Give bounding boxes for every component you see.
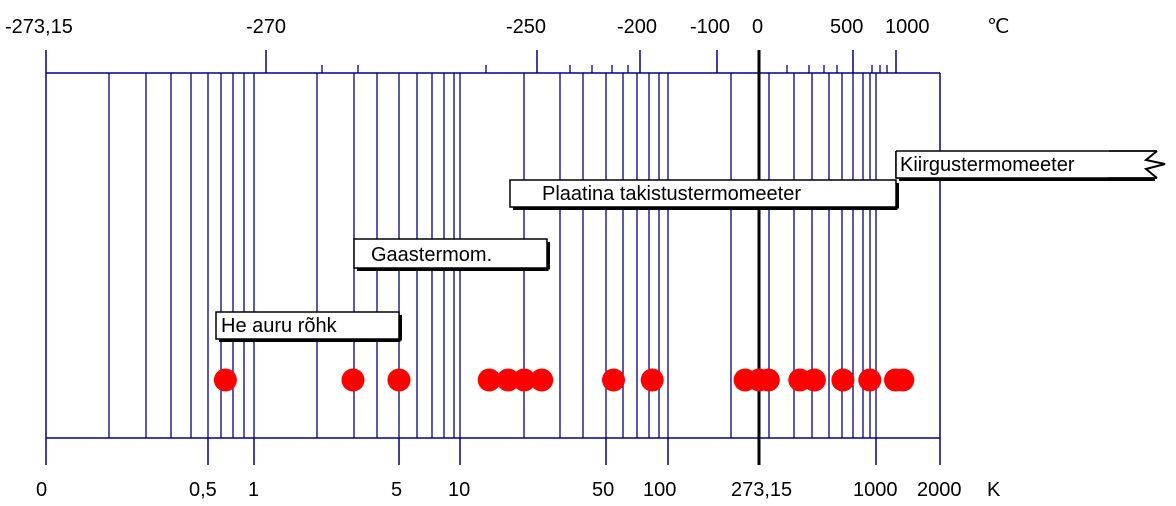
fixed-point-dot	[213, 368, 237, 392]
range-box-radiation: Kiirgustermomeeter	[895, 150, 1166, 181]
fixed-points	[213, 368, 915, 392]
fixed-point-dot	[341, 368, 365, 392]
celsius-minor-ticks	[265, 50, 897, 73]
kelvin-tick-label: 5	[391, 479, 402, 501]
kelvin-axis: 0 0,5 1 5 10 50 100 273,15 1000 2000 K	[36, 479, 1001, 501]
fixed-point-dot	[496, 368, 520, 392]
kelvin-unit-label: K	[987, 479, 1001, 501]
celsius-tick-label: -273,15	[5, 16, 73, 38]
fixed-point-dot	[802, 368, 826, 392]
range-box-gas: Gaastermom.	[353, 238, 550, 271]
fixed-point-dot	[387, 368, 411, 392]
kelvin-tick-label: 100	[643, 479, 676, 501]
range-open-end-zigzag	[1143, 150, 1166, 179]
fixed-point-dot	[831, 368, 855, 392]
celsius-tick-label: 0	[752, 16, 763, 38]
range-box-frame	[353, 238, 548, 269]
fixed-point-dot	[640, 368, 664, 392]
range-label-gas: Gaastermom.	[371, 244, 492, 266]
fixed-point-dot	[477, 368, 501, 392]
kelvin-tick-label: 0,5	[189, 479, 217, 501]
celsius-unit-label: ℃	[987, 16, 1009, 38]
kelvin-tick-label: 50	[592, 479, 614, 501]
range-box-fill	[896, 151, 1108, 178]
fixed-point-dot	[756, 368, 780, 392]
kelvin-tick-label: 10	[448, 479, 470, 501]
fixed-point-dot	[858, 368, 882, 392]
range-box-frame	[215, 311, 400, 340]
celsius-axis: -273,15 -270 -250 -200 -100 0 500 1000 ℃	[5, 16, 1009, 38]
range-label-he-vapor: He auru rõhk	[221, 315, 338, 337]
celsius-tick-label: -250	[506, 16, 546, 38]
kelvin-tick-label: 0	[36, 479, 47, 501]
range-box-frame	[509, 179, 897, 208]
range-label-radiation: Kiirgustermomeeter	[900, 154, 1075, 176]
kelvin-tick-label: 1000	[853, 479, 898, 501]
celsius-tick-label: -200	[617, 16, 657, 38]
celsius-tick-label: -270	[246, 16, 286, 38]
celsius-tick-label: -100	[690, 16, 730, 38]
kelvin-tick-label: 1	[248, 479, 259, 501]
fixed-point-dot	[891, 368, 915, 392]
celsius-tick-label: 500	[830, 16, 863, 38]
fixed-point-dot	[512, 368, 536, 392]
range-box-platinum: Plaatina takistustermomeeter	[509, 179, 899, 210]
fixed-point-dot	[530, 368, 554, 392]
fixed-point-dot	[602, 368, 625, 392]
celsius-tick-label: 1000	[885, 16, 930, 38]
range-label-platinum: Plaatina takistustermomeeter	[542, 183, 801, 205]
kelvin-tick-label: 2000	[917, 479, 962, 501]
range-box-he-vapor: He auru rõhk	[215, 311, 402, 342]
kelvin-tick-label: 273,15	[731, 479, 792, 501]
